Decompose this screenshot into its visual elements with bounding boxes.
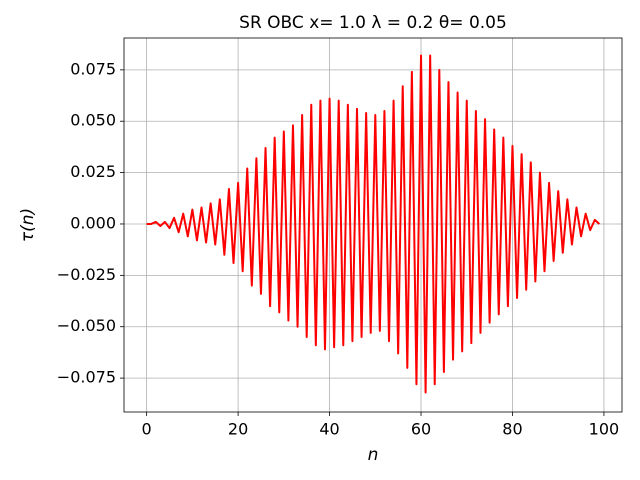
y-tick-label: −0.025 bbox=[57, 265, 116, 284]
x-tick-label: 20 bbox=[228, 420, 248, 439]
x-tick-label: 40 bbox=[319, 420, 339, 439]
data-line bbox=[146, 54, 601, 394]
x-axis-label: n bbox=[368, 445, 379, 465]
x-tick-label: 60 bbox=[411, 420, 431, 439]
y-axis-label: τ(n) bbox=[18, 208, 38, 242]
y-tick-label: 0.025 bbox=[70, 162, 116, 181]
chart-title: SR OBC x= 1.0 λ = 0.2 θ= 0.05 bbox=[239, 13, 507, 33]
x-tick-label: 80 bbox=[502, 420, 522, 439]
x-tick-label: 0 bbox=[142, 420, 152, 439]
y-tick-label: 0.000 bbox=[70, 213, 116, 232]
y-tick-label: 0.075 bbox=[70, 59, 116, 78]
plot-frame bbox=[123, 37, 623, 413]
y-tick-label: −0.075 bbox=[57, 368, 116, 387]
y-tick-label: 0.050 bbox=[70, 111, 116, 130]
x-tick-label: 100 bbox=[589, 420, 620, 439]
y-tick-label: −0.050 bbox=[57, 316, 116, 335]
